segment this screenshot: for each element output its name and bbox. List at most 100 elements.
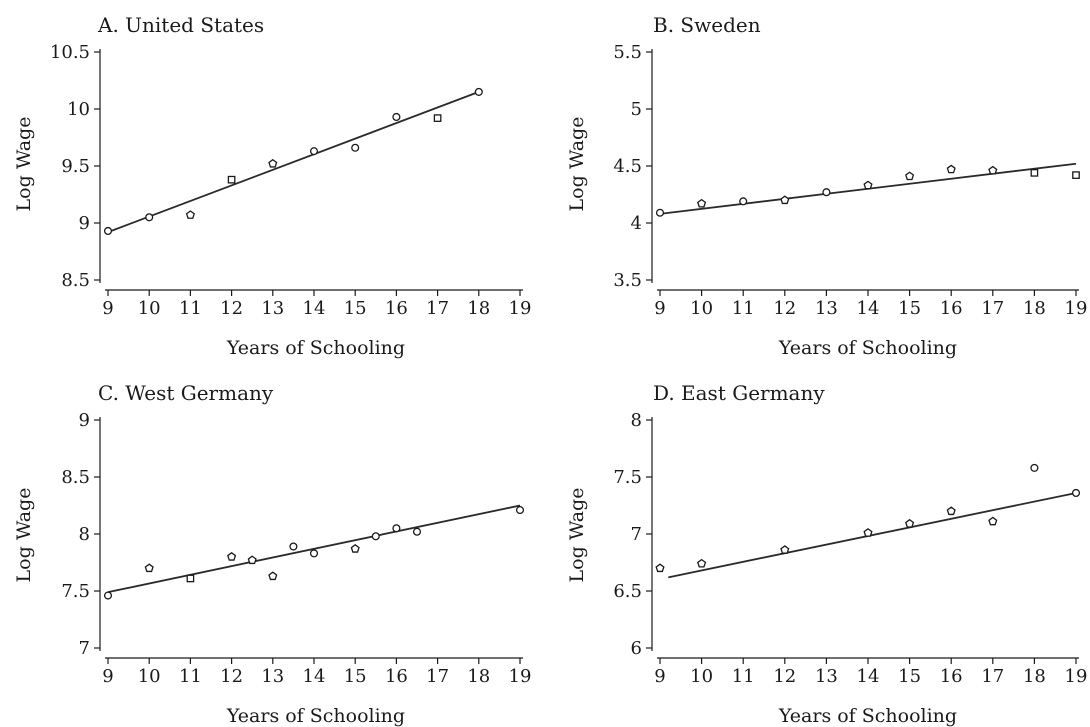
data-point <box>350 544 360 553</box>
x-tick-label: 12 <box>220 666 243 687</box>
x-tick-label: 14 <box>303 666 326 687</box>
y-axis-label: Log Wage <box>13 488 35 583</box>
x-tick-label: 9 <box>102 298 113 319</box>
x-tick-label: 10 <box>138 298 161 319</box>
data-point <box>988 516 998 526</box>
data-point <box>227 551 237 561</box>
y-axis-label: Log Wage <box>13 117 35 212</box>
data-point <box>780 195 790 205</box>
data-point <box>392 112 401 122</box>
y-tick-label: 9.5 <box>61 156 90 177</box>
x-tick-label: 19 <box>509 666 532 687</box>
x-tick-label: 14 <box>303 298 326 319</box>
y-tick-label: 7.5 <box>613 467 642 488</box>
y-tick-label: 7 <box>79 638 90 659</box>
x-tick-label: 19 <box>509 298 532 319</box>
x-tick-label: 11 <box>179 298 202 319</box>
x-tick-label: 16 <box>940 666 963 687</box>
data-point <box>103 226 113 236</box>
panel-west-germany: C. West Germany Years of Schooling Log W… <box>13 381 531 727</box>
data-point <box>185 210 195 219</box>
x-tick-label: 13 <box>815 666 838 687</box>
y-tick-label: 6 <box>631 638 642 659</box>
data-point <box>227 175 236 184</box>
y-tick-label: 10 <box>67 99 90 120</box>
x-tick-label: 16 <box>940 298 963 319</box>
x-tick-label: 15 <box>898 298 921 319</box>
panel-title: C. West Germany <box>98 381 274 405</box>
fit-line <box>107 91 480 233</box>
data-point <box>412 527 422 536</box>
data-point <box>103 591 113 600</box>
data-point <box>186 574 195 583</box>
data-point <box>433 114 442 122</box>
data-point <box>1072 171 1080 179</box>
x-tick-label: 19 <box>1065 298 1088 319</box>
panel-east-germany: D. East Germany Years of Schooling Log W… <box>566 381 1087 727</box>
x-tick-label: 13 <box>815 298 838 319</box>
panel-title: D. East Germany <box>653 381 825 405</box>
data-point <box>988 165 998 175</box>
x-tick-label: 13 <box>261 298 284 319</box>
panel-title: A. United States <box>97 13 264 37</box>
data-point <box>144 563 154 573</box>
data-point <box>1030 168 1039 177</box>
y-tick-label: 5.5 <box>613 42 642 63</box>
x-tick-label: 15 <box>898 666 921 687</box>
data-point <box>905 518 915 528</box>
data-point <box>1071 488 1081 498</box>
data-point <box>863 528 873 537</box>
x-tick-label: 10 <box>138 666 161 687</box>
data-point <box>392 524 401 533</box>
data-point <box>946 164 956 174</box>
y-tick-label: 8.5 <box>61 270 90 291</box>
y-axis-label: Log Wage <box>566 488 588 583</box>
data-point <box>780 545 790 554</box>
y-tick-label: 9 <box>79 213 90 234</box>
y-tick-label: 9 <box>79 410 90 431</box>
y-tick-label: 8 <box>79 524 90 545</box>
y-tick-label: 7.5 <box>61 581 90 602</box>
data-point <box>515 506 525 515</box>
x-tick-label: 16 <box>385 666 408 687</box>
x-tick-label: 17 <box>426 666 449 687</box>
data-point <box>863 180 873 190</box>
x-tick-label: 12 <box>773 666 796 687</box>
fit-line <box>668 492 1077 579</box>
panel-title: B. Sweden <box>653 13 761 37</box>
x-tick-label: 14 <box>857 666 880 687</box>
data-point <box>268 158 278 168</box>
data-point <box>371 532 380 541</box>
y-tick-label: 10.5 <box>50 42 90 63</box>
x-tick-label: 10 <box>690 666 713 687</box>
x-tick-label: 11 <box>732 666 755 687</box>
x-tick-label: 9 <box>102 666 113 687</box>
x-tick-label: 12 <box>773 298 796 319</box>
x-axis-label: Years of Schooling <box>226 337 405 359</box>
x-axis-label: Years of Schooling <box>778 705 957 727</box>
data-point <box>655 563 665 573</box>
data-point <box>268 571 278 581</box>
data-point <box>739 197 748 206</box>
x-tick-label: 19 <box>1065 666 1088 687</box>
y-tick-label: 5 <box>631 99 642 120</box>
data-point <box>309 147 319 156</box>
x-tick-label: 15 <box>344 298 367 319</box>
y-tick-label: 4.5 <box>613 156 642 177</box>
data-point <box>351 143 360 152</box>
x-tick-label: 17 <box>981 298 1004 319</box>
data-point <box>289 542 298 551</box>
data-point <box>145 213 154 222</box>
x-tick-label: 18 <box>467 666 490 687</box>
x-tick-label: 15 <box>344 666 367 687</box>
data-point <box>309 549 319 558</box>
y-tick-label: 3.5 <box>613 270 642 291</box>
y-tick-label: 7 <box>631 524 642 545</box>
x-tick-label: 9 <box>654 666 665 687</box>
x-tick-label: 18 <box>1023 298 1046 319</box>
data-point <box>905 171 915 181</box>
data-point <box>247 555 257 565</box>
x-tick-label: 18 <box>1023 666 1046 687</box>
data-point <box>655 208 665 217</box>
